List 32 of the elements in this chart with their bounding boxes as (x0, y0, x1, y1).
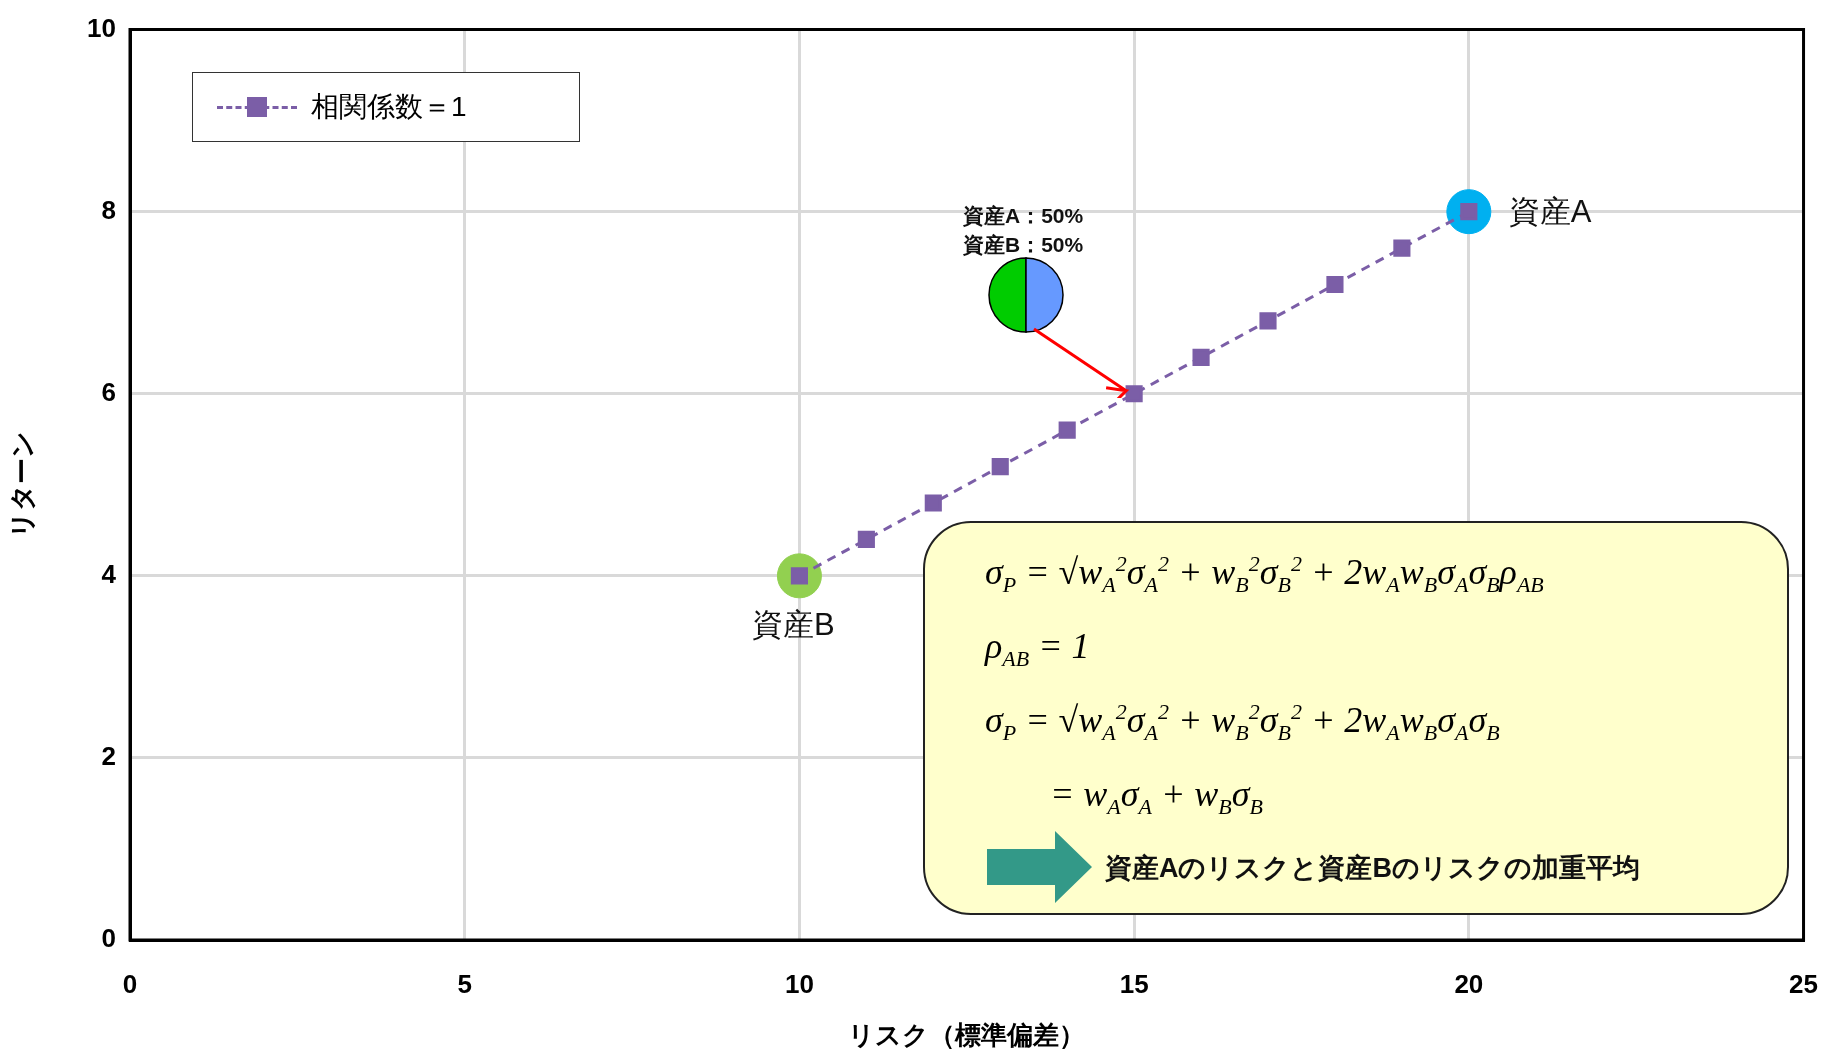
x-tick-label: 5 (457, 968, 472, 999)
point (1058, 421, 1076, 439)
annotation: 資産A (1508, 192, 1592, 231)
point (924, 494, 942, 512)
point (1326, 275, 1344, 294)
point (1125, 385, 1143, 403)
y-tick-label: 8 (101, 194, 116, 225)
y-tick-label: 6 (101, 376, 116, 407)
x-tick-label: 20 (1454, 968, 1484, 999)
point (991, 458, 1009, 476)
point (1192, 348, 1210, 366)
x-tick-label: 10 (784, 968, 814, 999)
annotation: 資産Aのリスクと資産Bのリスクの加重平均 (1105, 852, 1640, 885)
annotation: 資産B (751, 605, 835, 644)
x-tick-label: 25 (1789, 968, 1818, 999)
annotation: ρ$_{AB}$ = 1 (985, 625, 1090, 673)
point (1259, 312, 1277, 330)
y-tick-label: 0 (101, 923, 116, 954)
annotation: 資産A：50% (963, 203, 1084, 229)
y-tick-label: 2 (101, 741, 116, 772)
x-tick-label: 0 (122, 968, 138, 999)
point (1393, 239, 1411, 257)
annotation: = w$_{A}$σ$_{A}$ + w$_{B}$σ$_{B}$ (1050, 773, 1263, 821)
note-box: σ$_{P}$ = √w$_{A}$$^{2}$σ$_{A}$$^{2}$ + w$_{B}$$^{2}$σ$_{B}$$^{2}$ + 2w$_{A}$w$_{B}$σ$_{A}$σ$_{B}$ρ$_{AB}$ ρ$_{AB}$ = 1 σ$_{P}$ = √w$_{A}$$^{2}$σ$_{A}$$^{2}$ + w$_{B}$$^{2}$σ$_{B}$$^{2}$ + 2w$_{A}$w$_{B}$σ$_{A}$σ$_{B}$ = w$_{A}$σ$_{A}$ + w$_{B}$σ$_{B}$ 資産Aのリスクと資産Bのリスクの加重平均 (923, 521, 1789, 915)
point (857, 530, 875, 548)
y-tick-label: 4 (101, 559, 117, 590)
x-tick-label: 15 (1119, 968, 1149, 999)
x-axis-title: リスク（標準偏差） (848, 1019, 1086, 1050)
y-axis-title: リターン (6, 431, 37, 539)
annotation: 資産B：50% (963, 232, 1084, 258)
y-tick-label: 10 (87, 12, 116, 43)
legend-label: 相関係数＝1 (311, 90, 467, 124)
